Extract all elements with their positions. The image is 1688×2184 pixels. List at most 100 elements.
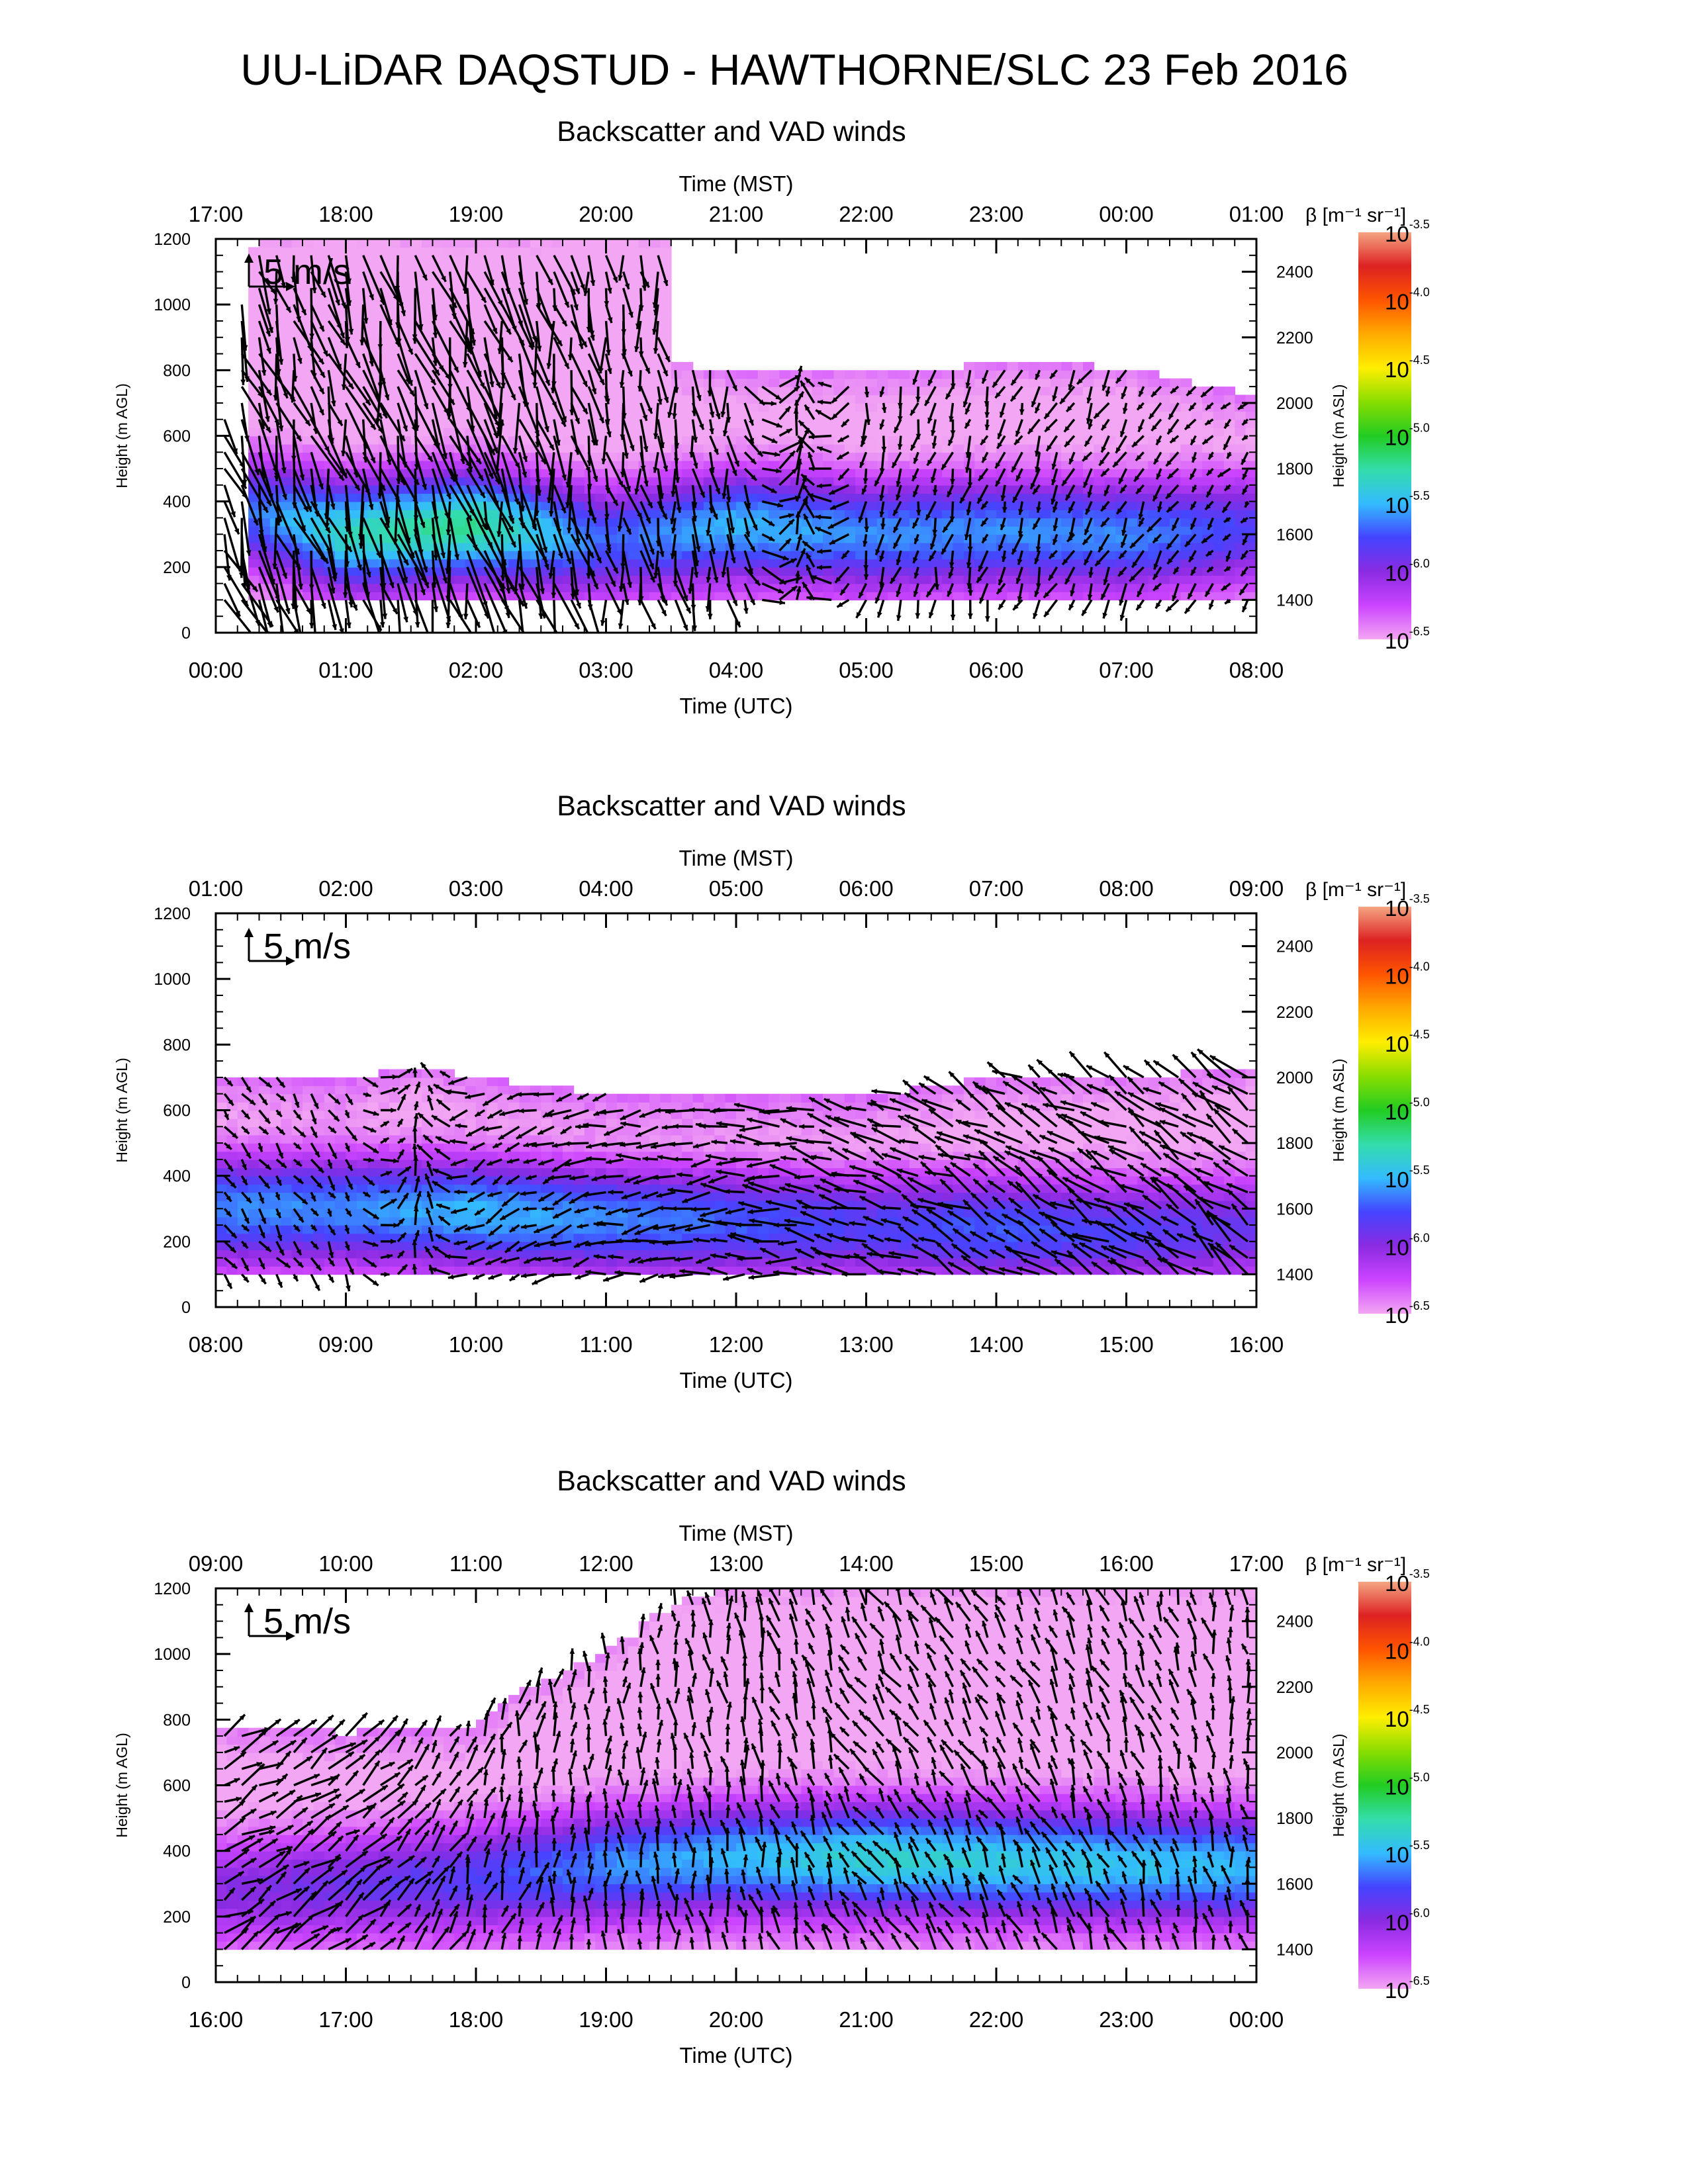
wind-arrowhead: [720, 411, 726, 418]
heatmap-cell: [1017, 394, 1029, 404]
heatmap-cell: [649, 271, 661, 281]
heatmap-cell: [888, 370, 900, 379]
heatmap-cell: [931, 592, 943, 601]
heatmap-cell: [1083, 361, 1095, 371]
heatmap-cell: [1061, 518, 1073, 527]
wind-arrowhead: [707, 614, 713, 619]
heatmap-cell: [248, 312, 260, 322]
wind-arrow: [223, 435, 246, 469]
heatmap-cell: [1213, 419, 1225, 428]
wind-arrowhead: [348, 602, 353, 608]
heatmap-cell: [400, 239, 412, 248]
wind-arrowhead: [396, 478, 402, 484]
wind-arrowhead: [818, 381, 824, 387]
heatmap-cell: [422, 387, 434, 396]
wind-arrowhead: [1011, 379, 1017, 385]
wind-arrowhead: [984, 412, 990, 418]
heatmap-cell: [769, 542, 780, 551]
heatmap-cell: [1039, 534, 1051, 543]
heatmap-cell: [736, 443, 748, 453]
wind-arrowhead: [322, 350, 328, 357]
wind-arrowhead: [275, 350, 281, 357]
wind-arrowhead: [968, 590, 973, 596]
heatmap-cell: [714, 559, 726, 568]
wind-arrowhead: [430, 640, 436, 645]
wind-arrow: [240, 484, 259, 526]
heatmap-cell: [812, 460, 823, 469]
wind-arrow: [466, 386, 475, 432]
wind-arrowhead: [551, 592, 557, 598]
heatmap-cell: [942, 575, 954, 584]
heatmap-cell: [747, 378, 759, 387]
heatmap-cell: [1094, 435, 1105, 445]
panel-title: Backscatter and VAD winds: [557, 116, 906, 148]
wind-arrow: [275, 304, 280, 357]
heatmap-cell: [649, 312, 661, 322]
wind-arrow: [536, 567, 543, 619]
heatmap-cell: [844, 428, 856, 437]
wind-arrowhead: [275, 369, 281, 375]
heatmap-cell: [1007, 411, 1019, 420]
heatmap-cell: [1170, 378, 1182, 387]
heatmap-cell: [996, 394, 1008, 404]
wind-arrowhead: [300, 643, 305, 649]
wind-arrowhead: [320, 371, 325, 378]
heatmap-cell: [281, 337, 293, 346]
heatmap-cell: [303, 353, 314, 363]
heatmap-cell: [628, 411, 639, 420]
heatmap-cell: [1072, 443, 1084, 453]
heatmap-cell: [920, 402, 932, 412]
heatmap-cell: [432, 402, 444, 412]
heatmap-cell: [1223, 510, 1236, 519]
heatmap-cell: [519, 255, 531, 264]
wind-arrow: [466, 402, 496, 456]
heatmap-cell: [595, 592, 607, 601]
wind-arrowhead: [607, 368, 612, 374]
wind-arrowhead: [496, 427, 502, 433]
heatmap-cell: [303, 280, 314, 289]
heatmap-cell: [1039, 575, 1051, 584]
heatmap-cell: [573, 501, 585, 510]
heatmap-cell: [844, 534, 856, 543]
wind-arrowhead: [366, 571, 371, 578]
wind-arrowhead: [653, 572, 659, 578]
heatmap-cell: [1213, 534, 1225, 543]
heatmap-cell: [812, 559, 823, 568]
wind-arrowhead: [865, 419, 871, 425]
heatmap-cell: [508, 469, 520, 478]
heatmap-cell: [335, 402, 347, 412]
wind-arrow: [379, 484, 391, 523]
wind-arrowhead: [380, 484, 385, 491]
heatmap-cell: [443, 329, 455, 338]
heatmap-cell: [1094, 394, 1105, 404]
wind-arrowhead: [238, 572, 244, 578]
heatmap-cell: [812, 469, 823, 478]
wind-arrowhead: [671, 491, 676, 497]
wind-arrowhead: [418, 549, 424, 555]
heatmap-cell: [823, 477, 835, 486]
wind-arrow: [414, 288, 416, 344]
wind-arrowhead: [382, 614, 388, 619]
wind-arrowhead: [440, 552, 445, 559]
wind-arrow: [258, 370, 270, 422]
heatmap-cell: [1039, 525, 1051, 535]
wind-arrowhead: [500, 383, 506, 388]
wind-arrowhead: [301, 309, 306, 316]
heatmap-cell: [1223, 477, 1236, 486]
wind-arrow: [293, 468, 312, 512]
heatmap-cell: [1213, 493, 1225, 502]
heatmap-cell: [487, 255, 498, 264]
heatmap-cell: [248, 321, 260, 330]
wind-arrowhead: [281, 467, 287, 473]
wind-arrow: [553, 337, 570, 369]
heatmap-cell: [1180, 510, 1192, 519]
heatmap-cell: [303, 271, 314, 281]
wind-arrowhead: [982, 457, 987, 463]
heatmap-cell: [281, 559, 293, 568]
wind-arrow: [431, 288, 437, 321]
wind-arrow: [483, 550, 505, 594]
wind-arrow: [549, 468, 555, 517]
heatmap-cell: [1223, 493, 1236, 502]
wind-arrowhead: [532, 383, 538, 388]
heatmap-cell: [638, 312, 650, 322]
